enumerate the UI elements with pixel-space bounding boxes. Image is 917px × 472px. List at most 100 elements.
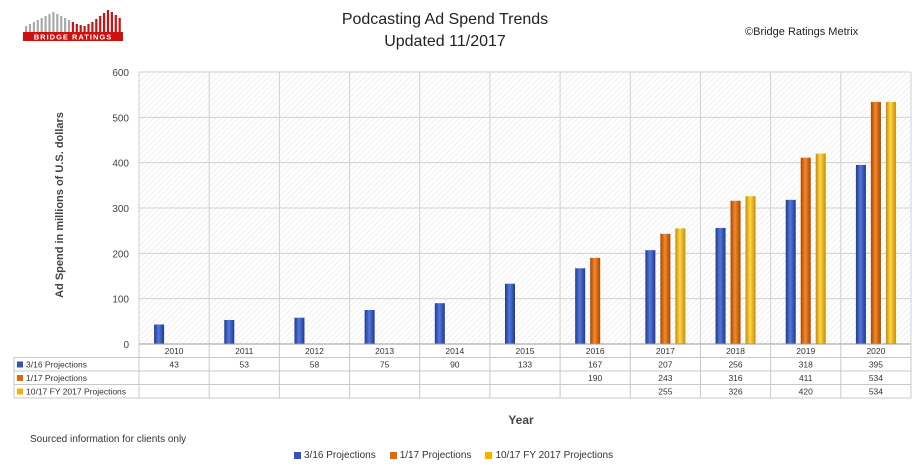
x-tick-label: 2011 xyxy=(235,346,254,356)
logo-bar xyxy=(56,14,59,32)
bar xyxy=(154,324,165,344)
y-tick-label: 0 xyxy=(123,340,129,351)
data-label: 395 xyxy=(869,360,883,370)
data-label: 53 xyxy=(240,360,250,370)
data-label: 534 xyxy=(869,373,883,383)
data-label: 207 xyxy=(658,360,672,370)
bridge-ratings-logo: BRIDGE RATINGS xyxy=(23,10,123,42)
logo-bar xyxy=(95,19,98,32)
bar xyxy=(730,200,741,344)
legend-swatch xyxy=(294,452,301,459)
logo-bar xyxy=(44,16,47,32)
logo-bar xyxy=(40,18,43,32)
x-tick-label: 2012 xyxy=(305,346,324,356)
chart-subtitle: Updated 11/2017 xyxy=(384,33,506,50)
legend-item: 1/17 Projections xyxy=(389,450,472,461)
table-series-label: 1/17 Projections xyxy=(26,373,87,383)
data-label: 255 xyxy=(658,387,672,397)
data-label: 75 xyxy=(380,360,390,370)
table-series-label: 10/17 FY 2017 Projections xyxy=(26,387,126,397)
bar xyxy=(224,319,235,344)
data-label: 318 xyxy=(799,360,813,370)
bar xyxy=(715,227,726,344)
bar xyxy=(505,283,515,344)
bar xyxy=(434,303,445,344)
x-tick-label: 2017 xyxy=(656,346,675,356)
logo-bar xyxy=(60,16,63,32)
x-tick-label: 2014 xyxy=(445,346,464,356)
table-series-label: 3/16 Projections xyxy=(26,360,87,370)
bar xyxy=(785,199,796,344)
bar xyxy=(364,310,375,344)
bar xyxy=(675,228,686,344)
logo-bar xyxy=(103,13,106,32)
logo-bar xyxy=(75,24,78,32)
legend-swatch xyxy=(389,452,397,459)
table-series-swatch xyxy=(17,361,23,368)
bar xyxy=(745,196,756,344)
logo-bar xyxy=(52,12,55,32)
bar xyxy=(855,164,866,344)
logo-bar xyxy=(32,22,35,32)
y-tick-label: 500 xyxy=(112,113,129,124)
logo-bar xyxy=(25,26,28,32)
data-label: 256 xyxy=(728,360,742,370)
legend-label: 1/17 Projections xyxy=(399,450,472,461)
logo-bar xyxy=(64,18,67,32)
y-tick-label: 100 xyxy=(112,295,129,306)
table-series-swatch xyxy=(17,388,23,395)
data-label: 316 xyxy=(728,373,742,383)
y-axis-label: Ad Spend in millions of U.S. dollars xyxy=(54,112,66,298)
y-tick-label: 600 xyxy=(112,68,129,79)
table-series-swatch xyxy=(17,375,23,381)
bar xyxy=(885,101,896,344)
legend-item: 3/16 Projections xyxy=(294,450,376,461)
logo-text: BRIDGE RATINGS xyxy=(34,33,112,42)
logo-bar xyxy=(48,14,51,32)
copyright-notice: ©Bridge Ratings Metrix xyxy=(745,26,859,38)
bar-chart: 0 100 200 300 400 500 600 2010 2011 2012 2013 2014… xyxy=(13,68,912,427)
bar xyxy=(815,153,826,344)
bar xyxy=(575,268,586,344)
x-tick-label: 2010 xyxy=(165,346,184,356)
data-label: 326 xyxy=(728,387,742,397)
logo-bar xyxy=(79,25,82,32)
logo-bar xyxy=(36,20,39,32)
data-label: 43 xyxy=(169,360,179,370)
x-tick-label: 2020 xyxy=(866,346,885,356)
data-label: 167 xyxy=(588,360,602,370)
logo-bar xyxy=(83,26,86,32)
x-tick-label: 2018 xyxy=(726,346,745,356)
logo-bar xyxy=(118,18,121,32)
logo-bar xyxy=(28,24,32,32)
data-label: 90 xyxy=(450,360,460,370)
data-label: 190 xyxy=(588,373,602,383)
x-tick-label: 2013 xyxy=(375,346,394,356)
source-footnote: Sourced information for clients only xyxy=(30,434,187,445)
bar xyxy=(870,101,881,344)
bar xyxy=(590,257,601,344)
logo-bar xyxy=(67,20,71,32)
data-label: 133 xyxy=(518,360,532,370)
logo-bar xyxy=(99,16,102,32)
legend-label: 3/16 Projections xyxy=(304,450,376,461)
x-tick-label: 2015 xyxy=(516,346,535,356)
data-label: 534 xyxy=(869,387,883,397)
chart-legend: 3/16 Projections 1/17 Projections 10/17 … xyxy=(294,450,613,461)
x-axis-label: Year xyxy=(508,413,534,427)
bar xyxy=(660,233,671,344)
logo-bar xyxy=(91,22,94,32)
logo-bar xyxy=(71,22,74,32)
data-label: 58 xyxy=(310,360,320,370)
logo-bar xyxy=(114,15,117,32)
x-tick-label: 2016 xyxy=(586,346,605,356)
legend-label: 10/17 FY 2017 Projections xyxy=(495,450,614,461)
logo-bar xyxy=(87,24,90,32)
y-tick-label: 300 xyxy=(112,204,129,215)
logo-bar xyxy=(106,10,110,32)
data-label: 411 xyxy=(799,373,813,383)
bar xyxy=(800,157,811,344)
bar xyxy=(645,250,656,344)
bar xyxy=(294,317,305,344)
